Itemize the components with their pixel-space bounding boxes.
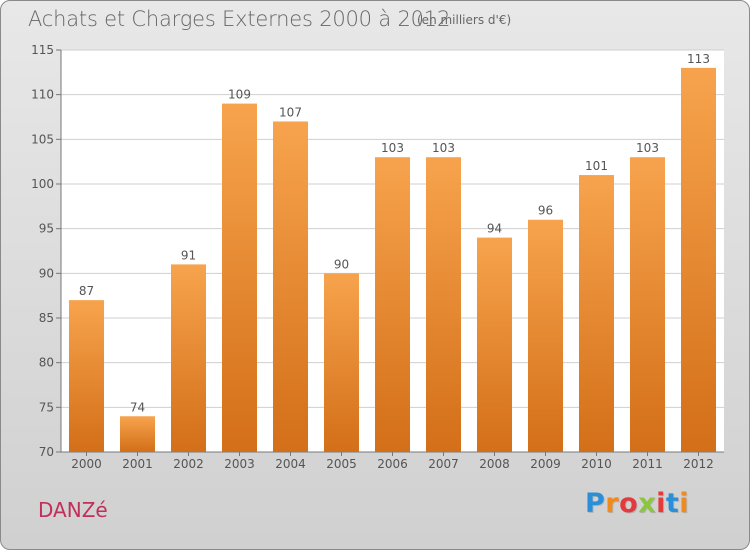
bar-value-label: 107 xyxy=(279,105,302,119)
x-tick-label: 2000 xyxy=(71,457,102,471)
brand-letter: i xyxy=(679,488,690,519)
bar xyxy=(630,157,665,452)
bar xyxy=(69,300,104,452)
y-tick-label: 85 xyxy=(39,311,54,325)
bar xyxy=(222,103,257,452)
bar xyxy=(528,219,563,452)
bar xyxy=(426,157,461,452)
x-tick-label: 2005 xyxy=(326,457,357,471)
bar xyxy=(681,67,716,452)
x-tick-label: 2006 xyxy=(377,457,408,471)
bar-value-label: 109 xyxy=(228,88,251,102)
y-tick-label: 70 xyxy=(39,445,54,459)
brand-letter: o xyxy=(619,488,639,519)
y-tick-label: 80 xyxy=(39,356,54,370)
x-tick-label: 2010 xyxy=(581,457,612,471)
bar-value-label: 113 xyxy=(687,52,710,66)
bar-value-label: 94 xyxy=(487,222,502,236)
bar xyxy=(375,157,410,452)
brand-letter: t xyxy=(665,488,680,519)
x-tick-label: 2004 xyxy=(275,457,306,471)
bar xyxy=(120,416,155,452)
x-tick-label: 2008 xyxy=(479,457,510,471)
chart-subtitle: (en milliers d'€) xyxy=(417,13,512,27)
x-tick-label: 2003 xyxy=(224,457,255,471)
x-tick-label: 2009 xyxy=(530,457,561,471)
bar-value-label: 103 xyxy=(432,141,455,155)
brand-letter: x xyxy=(638,488,657,519)
brand-letter: r xyxy=(605,488,620,519)
bar xyxy=(579,175,614,453)
bar-value-label: 101 xyxy=(585,159,608,173)
bar-value-label: 90 xyxy=(334,257,349,271)
bar xyxy=(273,121,308,452)
x-tick-label: 2012 xyxy=(683,457,714,471)
chart-title: Achats et Charges Externes 2000 à 2012 xyxy=(28,7,451,31)
y-tick-label: 105 xyxy=(31,132,54,146)
bar xyxy=(477,237,512,452)
y-tick-label: 90 xyxy=(39,266,54,280)
y-tick-label: 110 xyxy=(31,88,54,102)
y-tick-label: 100 xyxy=(31,177,54,191)
brand-letter: i xyxy=(656,488,666,519)
brand-letter: P xyxy=(585,488,606,519)
brand-logo: Proxiti xyxy=(585,488,689,519)
x-tick-label: 2011 xyxy=(632,457,663,471)
y-tick-label: 75 xyxy=(39,400,54,414)
bar-value-label: 103 xyxy=(381,141,404,155)
x-tick-label: 2001 xyxy=(122,457,153,471)
bar-value-label: 91 xyxy=(181,248,196,262)
bar xyxy=(324,273,359,452)
y-tick-label: 115 xyxy=(31,43,54,57)
city-name: DANZé xyxy=(38,498,108,522)
bar-value-label: 103 xyxy=(636,141,659,155)
bar-value-label: 74 xyxy=(130,400,145,414)
bar-value-label: 87 xyxy=(79,284,94,298)
x-tick-label: 2007 xyxy=(428,457,459,471)
bar xyxy=(171,264,206,452)
y-tick-label: 95 xyxy=(39,222,54,236)
bar-value-label: 96 xyxy=(538,204,553,218)
x-tick-label: 2002 xyxy=(173,457,204,471)
